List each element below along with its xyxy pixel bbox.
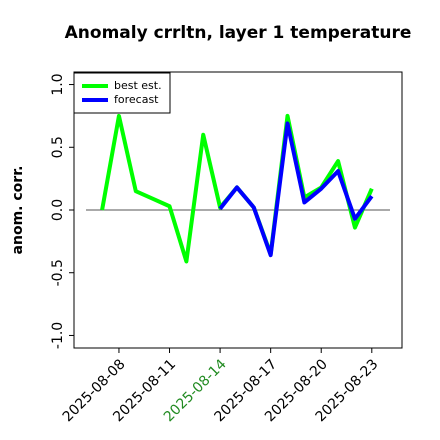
legend: best est.forecast — [73, 72, 171, 114]
y-tick-label: 0.0 — [50, 199, 66, 221]
chart-title: Anomaly crrltn, layer 1 temperature — [65, 23, 412, 43]
y-tick-label: -1.0 — [50, 322, 66, 349]
y-tick-label: 1.0 — [50, 73, 66, 95]
y-tick-label: -0.5 — [50, 259, 66, 286]
legend-label: forecast — [114, 93, 159, 106]
y-axis-label: anom. corr. — [10, 166, 26, 255]
legend-label: best est. — [114, 79, 162, 92]
legend-box — [73, 72, 171, 114]
y-tick-label: 0.5 — [50, 136, 66, 158]
data-line — [218, 121, 374, 258]
